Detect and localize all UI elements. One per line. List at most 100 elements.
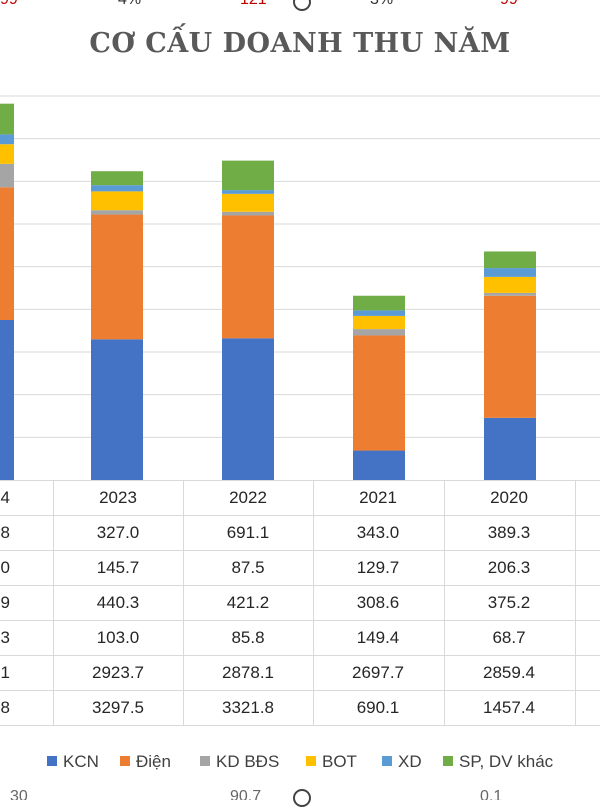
table-cell: 0 [0, 558, 10, 577]
bar-segment-xd-2022 [222, 190, 274, 194]
legend-item-kcn: KCN [47, 748, 99, 776]
bar-segment-kd-bds-2021 [353, 329, 405, 336]
bar-segment-bot-2023 [91, 191, 143, 211]
bottom-cell: 0.1 [480, 790, 503, 800]
chart-plot-area [0, 95, 600, 480]
table-cell: 308.6 [356, 593, 400, 612]
bar-segment-sp-dv-khac-2024 [0, 103, 14, 135]
bar-segment-xd-2023 [91, 185, 143, 192]
table-row: 3 103.0 85.8 149.4 68.7 [0, 620, 600, 655]
legend-item-sp-dv-khac: SP, DV khác [443, 748, 553, 776]
legend-swatch [306, 755, 316, 766]
table-gridline [313, 480, 314, 725]
table-header-cell: 2020 [490, 488, 528, 507]
bar-segment-kcn-2023 [91, 339, 143, 480]
table-gridline [0, 515, 600, 516]
bar-segment-kd-bds-2020 [484, 292, 536, 296]
bottom-cell: 30 [10, 790, 28, 800]
table-cell: 375.2 [487, 593, 531, 612]
table-cell: 206.3 [487, 558, 531, 577]
table-header-cell: 2022 [229, 488, 267, 507]
bar-segment-kd-bds-2023 [91, 210, 143, 215]
legend-swatch [443, 755, 453, 766]
table-header-cell: 2023 [99, 488, 137, 507]
legend-item-xd: XD [382, 748, 422, 776]
table-cell: 2878.1 [222, 663, 274, 682]
legend-swatch [200, 755, 210, 766]
bar-segment-bot-2021 [353, 315, 405, 330]
table-cell: 3321.8 [222, 698, 274, 717]
table-gridline [0, 655, 600, 656]
table-cell: 8 [0, 698, 10, 717]
legend-swatch [47, 755, 57, 766]
table-gridline [0, 725, 600, 726]
table-cell: 87.5 [231, 558, 265, 577]
table-cell: 149.4 [356, 628, 400, 647]
bar-segment-bot-2022 [222, 193, 274, 212]
table-gridline [183, 480, 184, 725]
table-cell: 9 [0, 593, 10, 612]
bar-segment-kcn-2022 [222, 338, 274, 480]
bar-segment-kd-bds-2024 [0, 163, 14, 188]
resize-handle-bottom[interactable] [293, 789, 311, 807]
table-cell: 421.2 [226, 593, 270, 612]
bar-segment-sp-dv-khac-2021 [353, 295, 405, 311]
bar-segment-dien-2024 [0, 187, 14, 320]
chart-title: CƠ CẤU DOANH THU NĂM [89, 28, 511, 59]
bottom-cell: 90.7 [230, 790, 262, 800]
bar-segment-kcn-2020 [484, 417, 536, 480]
legend-label: KD BĐS [216, 752, 280, 771]
legend-swatch [382, 755, 392, 766]
table-cell: 343.0 [356, 523, 400, 542]
table-cell: 129.7 [356, 558, 400, 577]
bar-segment-xd-2020 [484, 268, 536, 277]
legend-item-kd-bds: KD BĐS [200, 748, 279, 776]
bar-segment-dien-2021 [353, 335, 405, 451]
bar-segment-xd-2024 [0, 134, 14, 145]
table-gridline [0, 690, 600, 691]
table-gridline [575, 480, 576, 725]
table-row: 9 440.3 421.2 308.6 375.2 [0, 585, 600, 620]
table-header-cell: 2021 [359, 488, 397, 507]
bar-segment-kcn-2024 [0, 320, 14, 480]
table-cell: 1457.4 [483, 698, 535, 717]
legend-label: KCN [63, 752, 99, 771]
table-cell: 327.0 [96, 523, 140, 542]
legend-label: Điện [136, 752, 171, 771]
table-header-row: 4 2023 2022 2021 2020 [0, 480, 600, 515]
table-cell: 145.7 [96, 558, 140, 577]
table-header-cell: 4 [0, 488, 10, 507]
table-row: 1 2923.7 2878.1 2697.7 2859.4 [0, 655, 600, 690]
table-gridline [0, 620, 600, 621]
table-gridline [0, 480, 600, 481]
table-cell: 2697.7 [352, 663, 404, 682]
bar-segment-bot-2020 [484, 276, 536, 293]
top-cell: 99 [500, 0, 518, 9]
bar-segment-sp-dv-khac-2020 [484, 251, 536, 269]
top-cell: 99 [0, 0, 18, 9]
table-gridline [53, 480, 54, 725]
bar-segment-dien-2023 [91, 214, 143, 340]
table-cell: 389.3 [487, 523, 531, 542]
table-cell: 2923.7 [92, 663, 144, 682]
bar-segment-sp-dv-khac-2022 [222, 160, 274, 191]
table-row: 0 145.7 87.5 129.7 206.3 [0, 550, 600, 585]
bar-segment-dien-2022 [222, 215, 274, 339]
bar-segment-kcn-2021 [353, 450, 405, 480]
bar-segment-bot-2024 [0, 144, 14, 164]
legend-swatch [120, 755, 130, 766]
table-gridline [0, 550, 600, 551]
table-row: 8 3297.5 3321.8 690.1 1457.4 [0, 690, 600, 725]
table-cell: 690.1 [356, 698, 400, 717]
table-cell: 8 [0, 523, 10, 542]
resize-handle-top[interactable] [293, 0, 311, 11]
top-cell: 121 [240, 0, 267, 9]
bottom-cropped-row: 30 90.7 0.1 [0, 790, 600, 800]
table-cell: 103.0 [96, 628, 140, 647]
table-cell: 440.3 [96, 593, 140, 612]
table-cell: 2859.4 [483, 663, 535, 682]
legend-label: SP, DV khác [459, 752, 554, 771]
legend-label: XD [398, 752, 422, 771]
table-cell: 85.8 [231, 628, 265, 647]
table-cell: 68.7 [492, 628, 526, 647]
